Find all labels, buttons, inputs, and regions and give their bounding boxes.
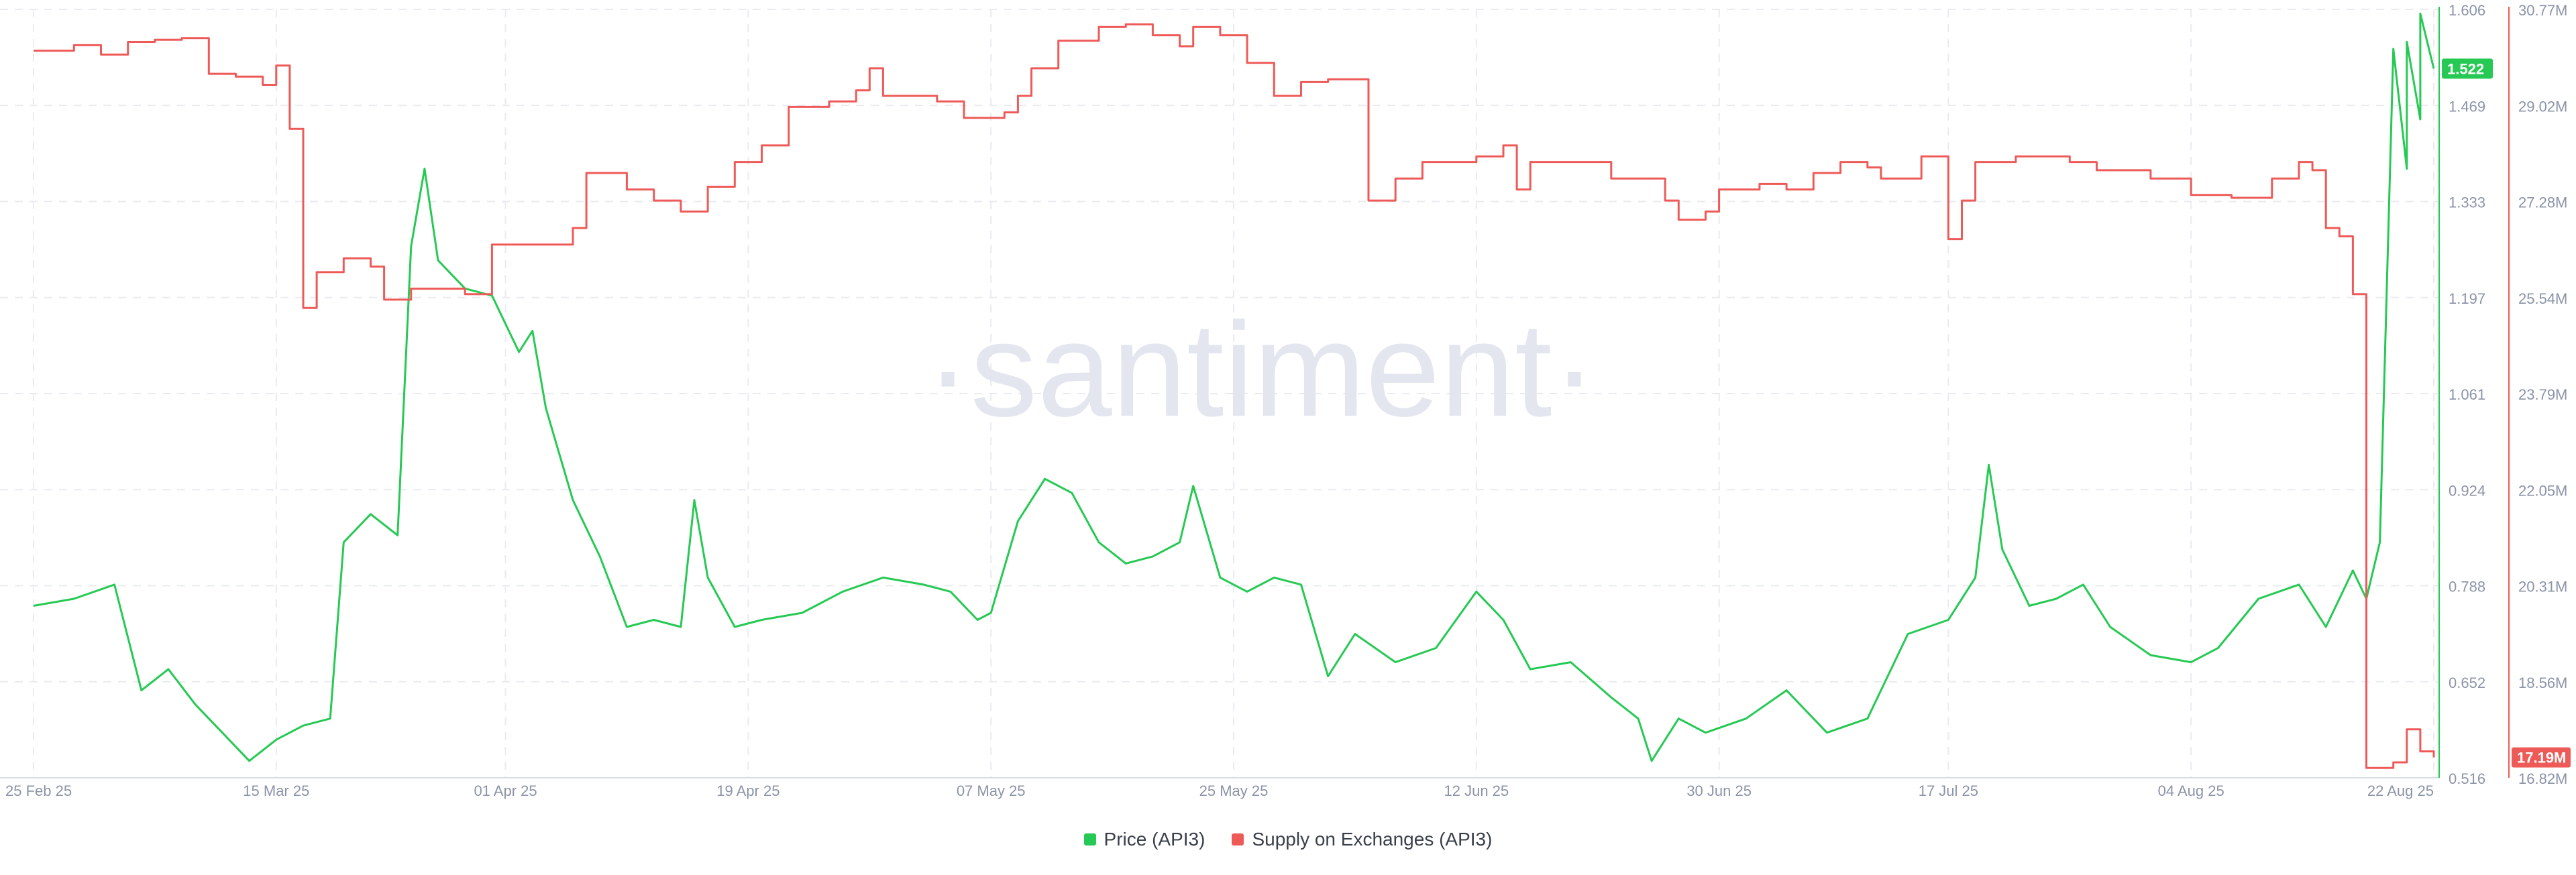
price-current-badge-text: 1.522 xyxy=(2447,60,2484,77)
x-tick-label: 22 Aug 25 xyxy=(2367,782,2434,799)
x-tick-label: 17 Jul 25 xyxy=(1919,782,1978,799)
x-tick-label: 01 Apr 25 xyxy=(474,782,537,799)
supply-tick-label: 22.05M xyxy=(2518,482,2567,499)
price-tick-label: 1.333 xyxy=(2449,194,2485,211)
supply-tick-label: 27.28M xyxy=(2518,194,2567,211)
x-tick-label: 07 May 25 xyxy=(957,782,1026,799)
series-layer xyxy=(33,12,2435,769)
price-tick-label: 0.924 xyxy=(2449,482,2485,499)
x-tick-label: 19 Apr 25 xyxy=(716,782,780,799)
supply-tick-label: 23.79M xyxy=(2518,386,2567,403)
price-current-badge: 1.522 xyxy=(2442,58,2493,79)
price-current-badge-bg xyxy=(2442,58,2493,79)
price-tick-label: 0.516 xyxy=(2449,770,2485,787)
axis-layer: 1.606 1.469 1.333 1.197 1.061 0.924 0.788 0.652… xyxy=(0,2,2571,799)
supply-tick-label: 30.77M xyxy=(2518,2,2567,19)
supply-line xyxy=(34,23,2435,769)
grid-layer xyxy=(0,9,2439,778)
watermark-text: ·santiment· xyxy=(926,295,1597,445)
legend: Price (API3) Supply on Exchanges (API3) xyxy=(0,826,2576,853)
legend-item-price[interactable]: Price (API3) xyxy=(1083,829,1205,850)
legend-label-price: Price (API3) xyxy=(1104,829,1205,850)
price-tick-label: 1.197 xyxy=(2449,290,2485,307)
x-tick-label: 04 Aug 25 xyxy=(2158,782,2224,799)
supply-tick-label: 25.54M xyxy=(2518,290,2567,307)
x-tick-label: 30 Jun 25 xyxy=(1686,782,1752,799)
x-tick-label: 12 Jun 25 xyxy=(1444,782,1509,799)
x-tick-label: 15 Mar 25 xyxy=(243,782,309,799)
supply-current-badge-bg xyxy=(2512,747,2571,768)
supply-tick-label: 29.02M xyxy=(2518,98,2567,115)
legend-item-supply[interactable]: Supply on Exchanges (API3) xyxy=(1232,829,1492,850)
legend-label-supply: Supply on Exchanges (API3) xyxy=(1252,829,1493,850)
supply-swatch xyxy=(1232,833,1244,845)
price-tick-label: 1.469 xyxy=(2449,98,2485,115)
supply-tick-label: 18.56M xyxy=(2518,675,2567,691)
supply-tick-label: 20.31M xyxy=(2518,579,2567,595)
price-line xyxy=(33,12,2435,762)
supply-current-badge-text: 17.19M xyxy=(2517,750,2566,766)
x-tick-label: 25 Feb 25 xyxy=(5,782,72,799)
supply-current-badge: 17.19M xyxy=(2512,747,2571,768)
price-tick-label: 0.652 xyxy=(2449,675,2485,691)
price-tick-label: 0.788 xyxy=(2449,579,2485,595)
price-tick-label: 1.061 xyxy=(2449,386,2485,403)
supply-tick-label: 16.82M xyxy=(2518,770,2567,787)
price-swatch xyxy=(1083,833,1096,845)
x-tick-label: 25 May 25 xyxy=(1199,782,1269,799)
price-tick-label: 1.606 xyxy=(2449,2,2485,19)
